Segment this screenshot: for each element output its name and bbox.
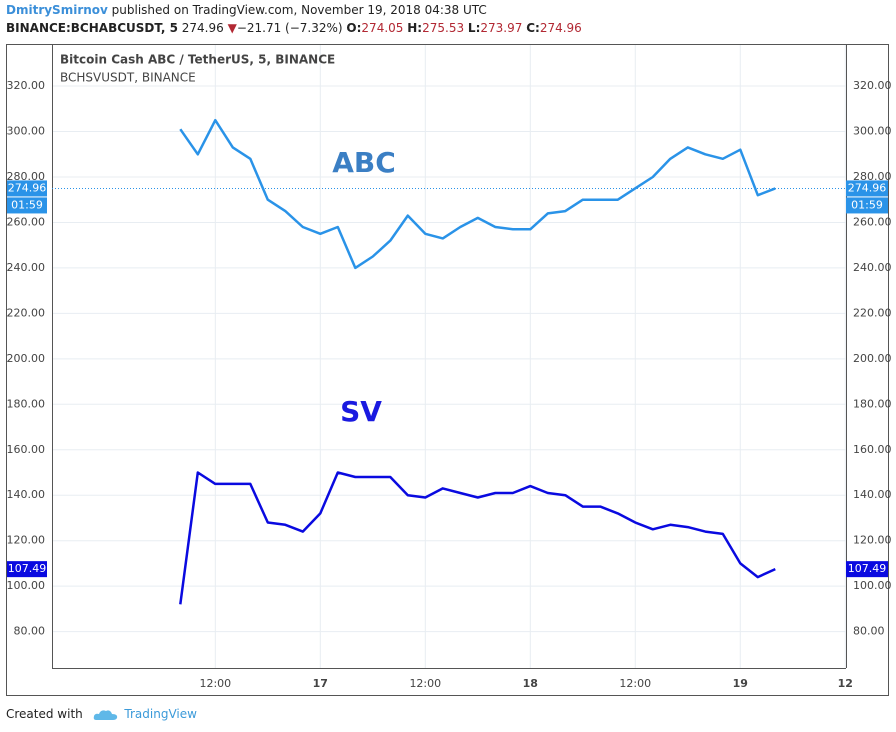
- price-tag: [846, 180, 888, 197]
- y-tick-label: 240.00: [7, 261, 46, 274]
- symbol: BINANCE:BCHABCUSDT, 5: [6, 21, 178, 35]
- price-line: [179, 118, 776, 270]
- y-tick-label: 220.00: [853, 306, 892, 319]
- countdown-label: 01:59: [11, 198, 43, 211]
- y-tick-label: 140.00: [853, 488, 892, 501]
- chart: Bitcoin Cash ABC / TetherUS, 5, BINANCE …: [6, 44, 892, 696]
- y-tick-label: 220.00: [7, 306, 46, 319]
- x-tick-label: 12:00: [619, 677, 651, 690]
- x-tick-label: 12:00: [409, 677, 441, 690]
- price-tag-label: 274.96: [8, 181, 47, 194]
- ohlc-value: 274.05: [361, 21, 404, 35]
- close: 274.96: [181, 21, 224, 35]
- countdown-tag: [7, 197, 47, 214]
- published: published on TradingView.com, November 1…: [111, 3, 487, 17]
- price-tag: [846, 561, 888, 578]
- brand[interactable]: TradingView: [124, 707, 197, 721]
- y-tick-label: 80.00: [853, 625, 885, 638]
- ohlc-key: H:: [407, 21, 423, 35]
- price-tag-label: 107.49: [8, 562, 47, 575]
- price-tag-label: 107.49: [848, 562, 887, 575]
- y-tick-label: 300.00: [853, 125, 892, 138]
- y-tick-label: 180.00: [7, 397, 46, 410]
- legend-entry: BCHSVUSDT, BINANCE: [60, 71, 196, 85]
- annotation: ABC: [332, 146, 396, 179]
- y-tick-label: 300.00: [7, 125, 46, 138]
- y-tick-label: 100.00: [7, 579, 46, 592]
- down-arrow: ▼: [227, 21, 237, 35]
- y-tick-label: 200.00: [853, 352, 892, 365]
- y-tick-label: 320.00: [853, 79, 892, 92]
- countdown-tag: [846, 197, 888, 214]
- y-tick-label: 320.00: [7, 79, 46, 92]
- y-tick-label: 160.00: [853, 443, 892, 456]
- x-tick-label: 12: [838, 677, 853, 690]
- y-tick-label: 80.00: [14, 625, 46, 638]
- logo: [93, 709, 117, 720]
- ohlc-value: 275.53: [422, 21, 465, 35]
- ohlc-key: L:: [467, 21, 481, 35]
- y-tick-label: 240.00: [853, 261, 892, 274]
- y-tick-label: 100.00: [853, 579, 892, 592]
- ohlc-value: 274.96: [539, 21, 582, 35]
- ohlc-key: C:: [526, 21, 540, 35]
- y-tick-label: 260.00: [853, 215, 892, 228]
- y-tick-label: 120.00: [7, 534, 46, 547]
- y-tick-label: 280.00: [7, 170, 46, 183]
- change: −21.71 (−7.32%): [236, 21, 343, 35]
- price-line: [179, 471, 776, 605]
- y-tick-label: 140.00: [7, 488, 46, 501]
- y-tick-label: 120.00: [853, 534, 892, 547]
- annotation: SV: [340, 395, 382, 428]
- x-tick-label: 18: [523, 677, 538, 690]
- footer: Created with TradingView: [6, 707, 197, 722]
- frame: [6, 44, 889, 696]
- x-tick-label: 17: [313, 677, 328, 690]
- symbol-line: BINANCE:BCHABCUSDT, 5 274.96 ▼−21.71 (−7…: [6, 21, 582, 35]
- grid: [52, 44, 846, 668]
- header-line: DmitrySmirnov published on TradingView.c…: [6, 3, 487, 17]
- legend-entry: Bitcoin Cash ABC / TetherUS, 5, BINANCE: [60, 53, 335, 67]
- y-tick-label: 180.00: [853, 397, 892, 410]
- x-tick-label: 19: [733, 677, 748, 690]
- countdown-label: 01:59: [851, 198, 883, 211]
- price-tag: [7, 561, 47, 578]
- ohlc-value: 273.97: [480, 21, 523, 35]
- y-tick-label: 280.00: [853, 170, 892, 183]
- y-tick-label: 200.00: [7, 352, 46, 365]
- author[interactable]: DmitrySmirnov: [6, 3, 108, 17]
- x-tick-label: 12:00: [199, 677, 231, 690]
- y-tick-label: 160.00: [7, 443, 46, 456]
- created-with: Created with: [6, 707, 83, 721]
- price-tag: [7, 180, 47, 197]
- y-tick-label: 260.00: [7, 215, 46, 228]
- ohlc-key: O:: [346, 21, 362, 35]
- price-tag-label: 274.96: [848, 181, 887, 194]
